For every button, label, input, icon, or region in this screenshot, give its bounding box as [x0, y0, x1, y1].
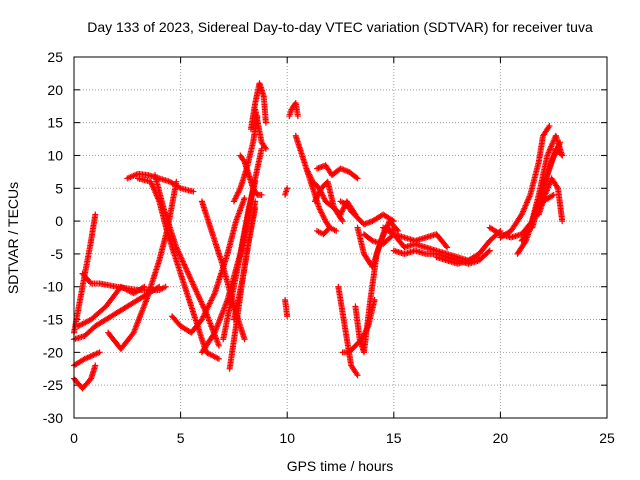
series-s42 — [529, 145, 566, 231]
y-tick-label: -10 — [43, 279, 63, 295]
y-tick-label: -25 — [43, 377, 63, 393]
data-point — [559, 218, 566, 225]
series-s20 — [237, 152, 265, 198]
data-point — [241, 336, 248, 343]
x-tick-label: 15 — [386, 430, 402, 446]
data-point — [240, 157, 247, 164]
data-point — [92, 211, 99, 218]
data-point — [215, 342, 222, 349]
data-point — [262, 144, 269, 151]
x-tick-label: 5 — [177, 430, 185, 446]
series-s23 — [286, 99, 301, 120]
series-s39 — [497, 122, 553, 241]
data-point — [526, 225, 533, 232]
x-tick-label: 25 — [599, 430, 615, 446]
data-point — [546, 122, 553, 129]
series-s11 — [169, 195, 248, 336]
data-point — [486, 247, 493, 254]
series-s19 — [252, 106, 269, 152]
series-s6 — [75, 283, 148, 330]
data-point — [496, 230, 503, 237]
series-s28 — [337, 198, 397, 228]
x-tick-label: 0 — [70, 430, 78, 446]
data-point — [353, 174, 360, 181]
series-s29 — [314, 224, 340, 238]
data-point — [241, 195, 248, 202]
y-tick-label: -5 — [51, 246, 64, 262]
y-tick-label: 25 — [47, 49, 63, 65]
x-tick-label: 20 — [493, 430, 509, 446]
series-s16 — [230, 198, 259, 323]
data-point — [393, 226, 400, 233]
data-point — [262, 119, 269, 126]
data-point — [258, 191, 265, 198]
chart-title: Day 133 of 2023, Sidereal Day-to-day VTE… — [87, 19, 593, 35]
data-point — [443, 243, 450, 250]
data-point — [339, 218, 346, 225]
data-point — [140, 284, 147, 291]
y-tick-label: -30 — [43, 410, 63, 426]
plot-frame — [73, 56, 608, 419]
series-s10 — [152, 172, 222, 349]
data-point — [86, 279, 93, 286]
data-point — [262, 145, 269, 152]
y-tick-label: 20 — [47, 82, 63, 98]
data-point — [96, 349, 103, 356]
data-point — [550, 191, 557, 198]
data-point — [252, 198, 259, 205]
data-point — [156, 283, 163, 290]
data-point — [92, 362, 99, 369]
data-point — [284, 313, 291, 320]
data-point — [354, 175, 361, 182]
y-tick-label: -15 — [43, 312, 63, 328]
data-point — [559, 152, 566, 159]
x-tick-label: 10 — [279, 430, 295, 446]
y-axis-label: SDTVAR / TECUs — [5, 182, 21, 294]
series-s2 — [71, 362, 99, 392]
tick-labels: 0 5 10 15 20 25 -30 -25 -20 -15 -10 -5 0 5 10 15 20 25 — [43, 49, 615, 446]
series-s30 — [335, 283, 361, 379]
y-tick-label: 10 — [47, 147, 63, 163]
series-s14 — [220, 145, 265, 343]
data-point — [333, 227, 340, 234]
series-s37 — [433, 227, 504, 267]
series-s26 — [314, 162, 361, 182]
y-tick-label: 5 — [55, 180, 63, 196]
y-tick-label: 0 — [55, 213, 63, 229]
series-s8 — [124, 170, 197, 195]
data-point — [284, 185, 291, 192]
data-point — [162, 283, 169, 290]
data-point — [338, 216, 345, 223]
data-point — [176, 184, 183, 191]
data-point — [485, 248, 492, 255]
y-tick-label: -20 — [43, 344, 63, 360]
data-point — [558, 151, 565, 158]
data-point — [215, 355, 222, 362]
series-s27 — [311, 178, 359, 218]
data-point — [444, 244, 451, 251]
series-s9 — [134, 175, 222, 362]
data-point — [294, 113, 301, 120]
data-points — [71, 80, 566, 392]
series-s43 — [535, 175, 566, 225]
data-point — [354, 372, 361, 379]
x-axis-label: GPS time / hours — [287, 458, 394, 474]
data-point — [141, 283, 148, 290]
data-point — [190, 188, 197, 195]
series-s7 — [105, 178, 180, 353]
data-point — [549, 192, 556, 199]
data-point — [154, 284, 161, 291]
series-s21 — [282, 185, 291, 198]
y-tick-label: 15 — [47, 115, 63, 131]
series-s22 — [282, 296, 291, 320]
series-s36 — [390, 247, 493, 267]
